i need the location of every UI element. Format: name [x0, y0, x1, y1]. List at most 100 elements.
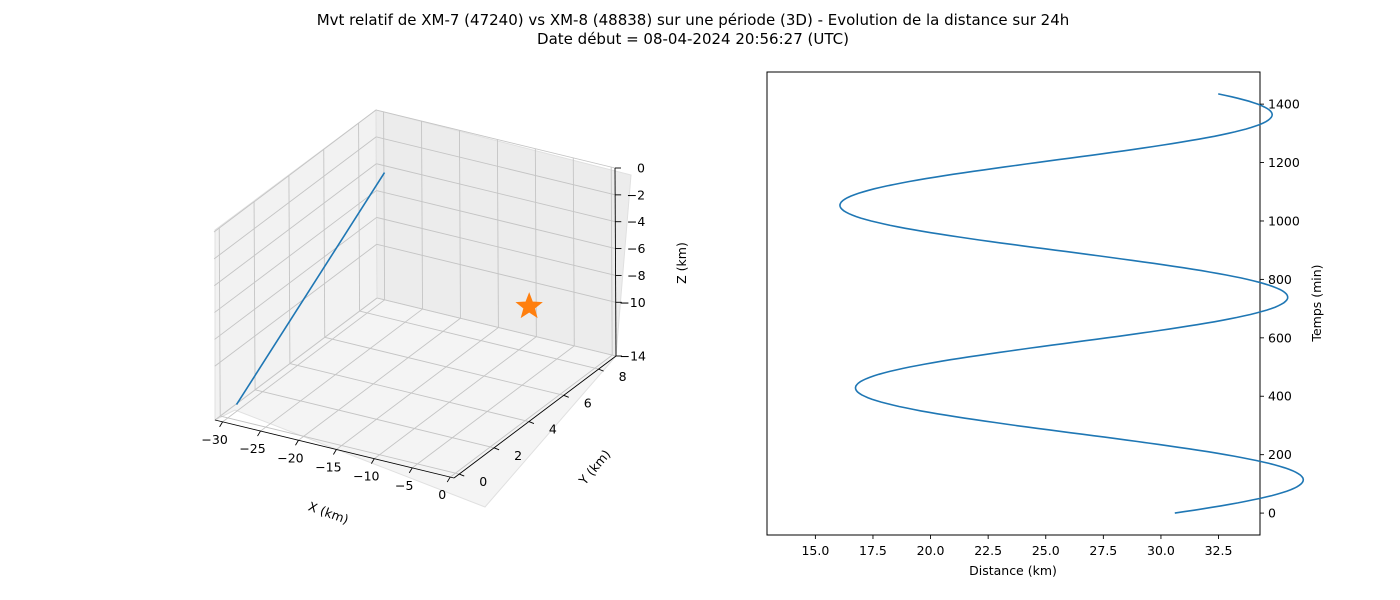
x-axis-label: X (km) — [306, 499, 350, 527]
grid-floor-x — [374, 336, 537, 460]
grid-back-x — [610, 167, 613, 356]
grid-floor-x — [260, 308, 423, 432]
x-tick-label-3d: −30 — [201, 432, 227, 447]
x-tick-label-3d: 0 — [438, 487, 446, 502]
y-tick-label-3d: 6 — [584, 395, 592, 410]
x-tick-label: 20.0 — [917, 543, 945, 558]
grid-back-x — [572, 157, 575, 346]
x-tick-label-3d: −20 — [277, 450, 303, 465]
grid-back-x — [383, 111, 386, 300]
grid-side-z — [214, 217, 377, 340]
y-tick-label-3d: 2 — [514, 448, 522, 463]
distance-time-plot: 15.0 17.5 20.0 22.5 25.0 27.5 30.0 32.5 0 200 400… — [766, 71, 1324, 578]
y-tick-label: 400 — [1268, 389, 1292, 404]
plot-area — [766, 71, 1261, 536]
grid-floor-y — [359, 310, 599, 370]
3d-grid — [213, 109, 617, 478]
grid-back-x — [459, 130, 461, 319]
x-tick-label: 15.0 — [801, 543, 829, 558]
z-tick-label-3d: −10 — [619, 295, 645, 310]
grid-back-x — [421, 121, 423, 310]
x-tick-mark-3d — [219, 421, 223, 428]
grid-floor-y — [220, 415, 460, 475]
grid-floor-x — [222, 299, 385, 423]
grid-floor-y — [254, 389, 495, 449]
grid-back-z — [375, 109, 616, 169]
grid-back-z — [376, 163, 616, 223]
grid-back-z — [376, 297, 617, 357]
x-tick-mark-3d — [333, 449, 337, 455]
x-tick-label: 30.0 — [1147, 543, 1175, 558]
y-tick-label: 0 — [1268, 506, 1276, 521]
z-tick-label-3d: −4 — [627, 214, 645, 229]
y-tick-label: 1000 — [1268, 213, 1300, 228]
z-tick-label-3d: 0 — [637, 161, 645, 176]
y-axis-label-2d: Temps (min) — [1309, 264, 1324, 342]
x-tick-label-3d: −25 — [239, 441, 265, 456]
y-axis-label: Y (km) — [575, 447, 613, 489]
z-tick-label-3d: −8 — [627, 268, 645, 283]
grid-side-y — [358, 123, 361, 312]
y-tick-mark-3d — [563, 394, 569, 398]
x-tick-mark-3d — [370, 458, 375, 464]
grid-side-z — [213, 136, 377, 260]
grid-side-z — [214, 163, 377, 287]
x-tick-label: 25.0 — [1032, 543, 1060, 558]
x-ticks: 15.0 17.5 20.0 22.5 25.0 27.5 30.0 32.5 — [801, 535, 1232, 558]
title-line-2: Date début = 08-04-2024 20:56:27 (UTC) — [537, 30, 849, 48]
x-tick-mark-3d — [295, 440, 299, 446]
grid-floor-x — [298, 317, 461, 441]
3d-trajectory-plot: −30 −25 −20 −15 −10 −5 0 0 2 4 6 8 0 −2 −4 −6 −8 −10 −14 X… — [201, 109, 689, 527]
z-axis-line — [614, 167, 617, 357]
x-tick-label: 32.5 — [1205, 543, 1233, 558]
grid-back-z — [376, 216, 616, 276]
grid-floor-x — [336, 327, 499, 450]
y-tick-mark-3d — [598, 368, 604, 372]
grid-side-z — [214, 190, 377, 313]
y-tick-label-3d: 4 — [549, 422, 557, 437]
grid-floor-x — [411, 345, 575, 469]
grid-side-y — [288, 175, 291, 364]
y-tick-label: 800 — [1268, 272, 1292, 287]
x-tick-label: 27.5 — [1089, 543, 1117, 558]
grid-back-x — [496, 139, 499, 328]
z-axis-label: Z (km) — [674, 242, 689, 284]
x-tick-label: 22.5 — [974, 543, 1002, 558]
y-tick-mark-3d — [493, 447, 500, 451]
x-tick-label-3d: −5 — [395, 478, 413, 493]
x-tick-label-3d: −10 — [353, 469, 379, 484]
grid-side-y — [218, 228, 221, 417]
x-tick-mark-3d — [446, 476, 451, 483]
x-tick-mark-3d — [257, 430, 261, 437]
y-tick-mark-3d — [459, 473, 465, 477]
title-line-1: Mvt relatif de XM-7 (47240) vs XM-8 (488… — [317, 11, 1070, 29]
y-ticks: 0 200 400 600 800 1000 1200 1400 — [1260, 97, 1300, 521]
y-axis-line — [453, 355, 617, 479]
grid-floor-y — [289, 363, 530, 423]
z-tick-label-3d: −14 — [620, 349, 646, 364]
grid-side-z — [213, 109, 377, 233]
grid-side-y — [323, 149, 326, 338]
grid-side-z — [214, 243, 377, 367]
trajectory-line — [235, 172, 386, 406]
grid-side-y — [253, 201, 256, 390]
3d-axes — [214, 167, 617, 479]
y-tick-label: 1200 — [1268, 155, 1300, 170]
distance-curve — [839, 93, 1305, 514]
y-tick-label: 1400 — [1268, 97, 1300, 112]
grid-floor-y — [324, 336, 564, 396]
grid-back-z — [376, 136, 616, 196]
grid-side-z — [214, 297, 378, 421]
z-tick-label-3d: −6 — [627, 241, 645, 256]
y-tick-label: 600 — [1268, 330, 1292, 345]
y-tick-mark-3d — [528, 421, 535, 425]
y-tick-label-3d: 8 — [619, 369, 627, 384]
grid-back-z — [376, 190, 616, 250]
star-marker — [515, 292, 543, 319]
x-tick-label-3d: −15 — [315, 459, 341, 474]
x-axis-label-2d: Distance (km) — [969, 563, 1057, 578]
y-tick-label-3d: 0 — [479, 474, 487, 489]
grid-floor-x — [449, 354, 613, 478]
x-tick-label: 17.5 — [859, 543, 887, 558]
